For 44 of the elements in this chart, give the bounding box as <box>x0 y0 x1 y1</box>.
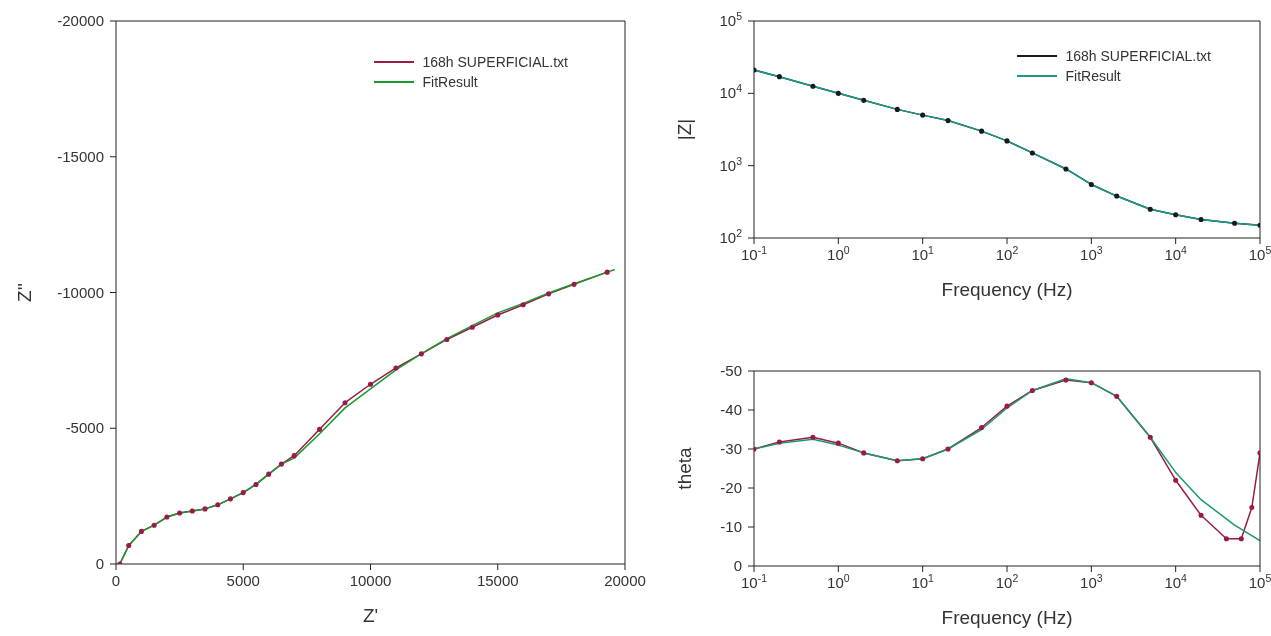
x-tick-label: 10$^{3}$ <box>1080 244 1103 263</box>
legend-label: FitResult <box>1065 67 1121 86</box>
y-tick-label: 0 <box>95 555 104 572</box>
legend-label: 168h SUPERFICIAL.txt <box>1065 47 1211 66</box>
y-tick-label: -10 <box>720 518 742 535</box>
x-tick-label: 10000 <box>349 572 392 589</box>
x-axis-title: Frequency (Hz) <box>941 279 1073 300</box>
x-tick-label: 10$^{3}$ <box>1080 572 1103 591</box>
x-tick-label: 10$^{1}$ <box>911 244 935 263</box>
x-tick-label: 10$^{4}$ <box>1164 244 1188 263</box>
x-axis-title: Z' <box>362 605 379 626</box>
x-tick-label: 15000 <box>476 572 519 589</box>
y-tick-label: -40 <box>720 401 742 418</box>
x-tick-label: 0 <box>111 572 121 589</box>
x-tick-label: 10$^{-1}$ <box>740 244 768 263</box>
y-tick-label: -5000 <box>65 419 104 437</box>
y-tick-label: -50 <box>720 362 742 379</box>
y-tick-label: -30 <box>720 440 742 457</box>
y-tick-label: 10$^{2}$ <box>719 227 743 246</box>
x-tick-label: 10$^{2}$ <box>995 244 1019 263</box>
y-tick-label: 10$^{5}$ <box>719 10 743 29</box>
x-tick-label: 10$^{0}$ <box>827 244 850 263</box>
y-tick-label: -20 <box>720 479 742 496</box>
y-tick-label: -15000 <box>57 147 104 165</box>
legend-label: 168h SUPERFICIAL.txt <box>422 53 568 72</box>
x-axis-title: Frequency (Hz) <box>941 607 1073 628</box>
y-tick-label: 10$^{3}$ <box>719 154 743 174</box>
x-tick-label: 20000 <box>604 572 646 589</box>
x-tick-label: 10$^{5}$ <box>1248 572 1271 591</box>
x-tick-label: 10$^{5}$ <box>1248 244 1271 263</box>
x-tick-label: 10$^{0}$ <box>827 572 850 591</box>
y-tick-label: -20000 <box>57 12 104 29</box>
x-tick-label: 10$^{2}$ <box>995 572 1019 591</box>
y-axis-title: theta <box>673 446 695 490</box>
x-tick-label: 10$^{4}$ <box>1164 572 1188 591</box>
y-axis-title: |Z| <box>673 118 695 141</box>
y-tick-label: 10$^{4}$ <box>719 82 743 102</box>
y-tick-label: 0 <box>733 557 742 574</box>
x-tick-label: 5000 <box>226 572 260 589</box>
y-axis-title: Z'' <box>13 283 35 302</box>
x-tick-label: 10$^{-1}$ <box>740 572 768 591</box>
x-tick-label: 10$^{1}$ <box>911 572 935 591</box>
y-tick-label: -10000 <box>57 283 104 301</box>
legend-label: FitResult <box>422 73 478 92</box>
